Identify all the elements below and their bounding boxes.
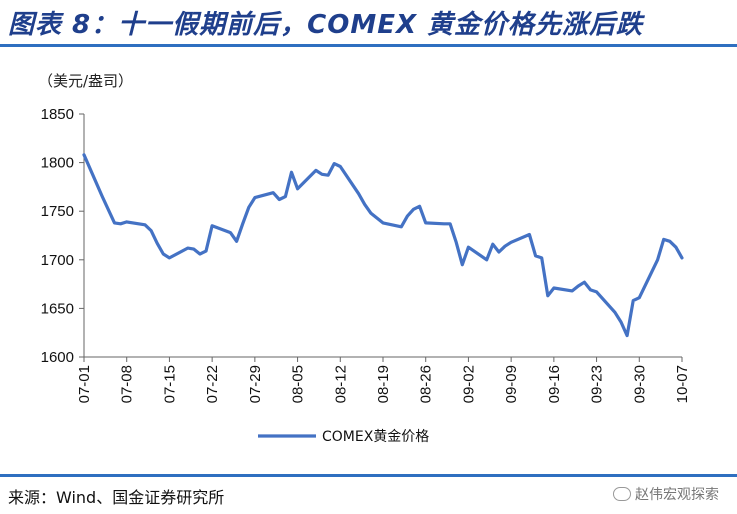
x-tick-label: 09-09 [503, 365, 520, 403]
series-layer [82, 153, 684, 338]
legend: COMEX黄金价格 [258, 428, 429, 445]
y-tick-label: 1650 [41, 300, 74, 317]
x-tick-label: 07-15 [161, 365, 178, 403]
title-rule [0, 44, 737, 47]
series-line [82, 153, 684, 338]
x-tick-label: 07-22 [204, 365, 221, 403]
x-tick-label: 07-08 [119, 365, 136, 403]
y-tick-label: 1750 [41, 203, 74, 220]
footer-rule [0, 474, 737, 477]
x-tick-label: 09-16 [546, 365, 563, 403]
source-note: 来源：Wind、国金证券研究所 [8, 488, 225, 507]
y-unit-label: （美元/盎司） [38, 72, 134, 90]
y-tick-label: 1700 [41, 252, 74, 269]
y-tick-label: 1850 [41, 106, 74, 123]
x-axis: 07-01 07-08 07-15 07-22 07-29 08-05 08-12 08-19… [76, 356, 691, 403]
x-tick-label: 09-02 [460, 365, 477, 403]
chart-title: 图表 8：十一假期前后，COMEX 黄金价格先涨后跌 [8, 10, 644, 40]
x-tick-label: 08-19 [375, 365, 392, 403]
x-tick-label: 10-07 [674, 365, 691, 403]
x-tick-label: 09-30 [631, 365, 648, 403]
price-line-chart: 1600 1650 1700 1750 1800 1850 07-01 07-08 07-15… [41, 106, 691, 445]
y-tick-label: 1800 [41, 155, 74, 172]
x-tick-label: 07-01 [76, 365, 93, 403]
x-tick-label: 09-23 [589, 365, 606, 403]
watermark-text: 赵伟宏观探索 [635, 487, 719, 503]
watermark: 赵伟宏观探索 [613, 484, 719, 504]
y-tick-label: 1600 [41, 349, 74, 366]
x-tick-label: 08-05 [290, 365, 307, 403]
x-tick-label: 08-26 [418, 365, 435, 403]
wechat-icon [613, 487, 631, 501]
y-axis: 1600 1650 1700 1750 1800 1850 [41, 106, 85, 366]
x-tick-label: 07-29 [247, 365, 264, 403]
legend-label: COMEX黄金价格 [322, 428, 429, 445]
x-tick-label: 08-12 [332, 365, 349, 403]
